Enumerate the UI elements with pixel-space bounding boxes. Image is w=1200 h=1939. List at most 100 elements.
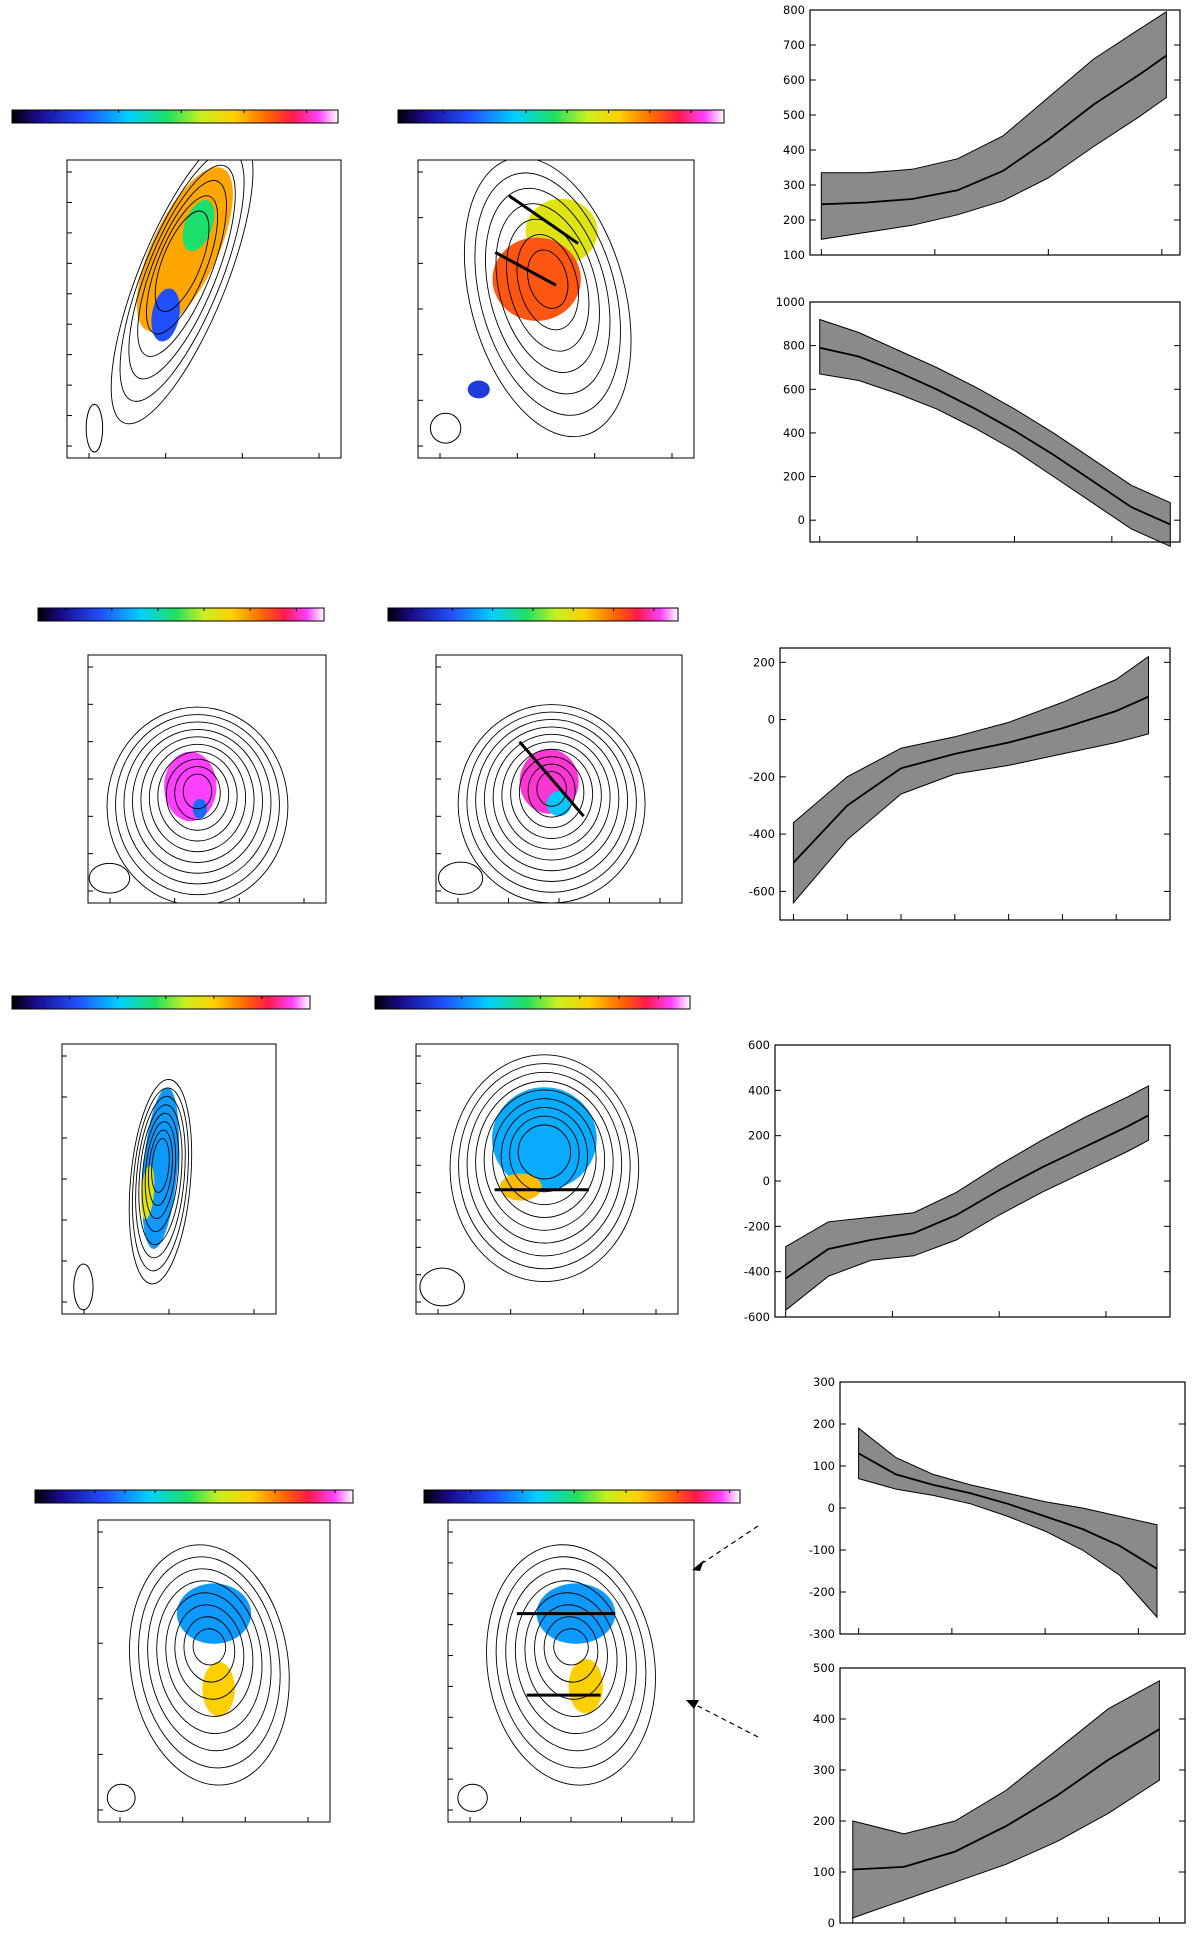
slice-link-arrow	[697, 1525, 759, 1567]
colorbar	[374, 995, 691, 1010]
intensity-contour	[516, 234, 579, 331]
y-tick-label: 0	[828, 1501, 835, 1515]
rm-color-region	[140, 1165, 155, 1220]
intensity-contour	[553, 1628, 589, 1666]
intensity-contour	[138, 1104, 183, 1246]
beam-ellipse	[106, 1783, 136, 1812]
colorbar	[34, 1489, 354, 1504]
intensity-contour	[151, 1138, 170, 1193]
rm-map-panel	[37, 607, 327, 904]
y-tick-label: 600	[748, 1038, 770, 1052]
intensity-contour	[157, 751, 238, 842]
y-tick-label: 800	[783, 339, 805, 353]
rm-profile-line	[821, 54, 1167, 206]
chart-frame	[779, 647, 1171, 921]
map-frame	[447, 1519, 695, 1823]
intensity-contour	[514, 1580, 628, 1735]
y-tick-label: 500	[783, 108, 805, 122]
intensity-contour	[495, 203, 600, 373]
chart-frame	[809, 301, 1181, 543]
intensity-contour	[165, 758, 230, 831]
y-tick-label: 700	[783, 38, 805, 52]
rm-profile-chart: 0 100 200 300 400 500	[813, 1661, 1186, 1930]
y-tick-label: -600	[749, 884, 775, 898]
chart-frame	[809, 9, 1181, 256]
intensity-contour	[174, 1604, 245, 1700]
intensity-contour	[536, 771, 567, 807]
intensity-contour	[506, 218, 590, 352]
intensity-contour	[115, 714, 280, 896]
beam-ellipse	[85, 403, 104, 453]
y-tick-label: -200	[744, 1219, 770, 1233]
intensity-contour	[106, 706, 289, 903]
rm-profile-chart: -600 -400 -200 0 200	[749, 647, 1171, 921]
rm-color-region	[176, 1583, 252, 1644]
y-tick-label: -200	[809, 1585, 835, 1599]
arrowhead-icon	[692, 1560, 704, 1571]
rm-color-region	[182, 199, 215, 252]
intensity-contour	[500, 1107, 589, 1206]
y-tick-label: 500	[813, 1661, 835, 1675]
intensity-contour	[144, 1121, 177, 1220]
intensity-contour	[517, 1124, 572, 1180]
y-tick-label: 100	[813, 1865, 835, 1879]
y-tick-label: 0	[763, 1174, 770, 1188]
intensity-contour	[486, 1544, 656, 1786]
intensity-contour	[483, 1089, 606, 1231]
intensity-contour	[128, 1079, 193, 1285]
beam-ellipse	[73, 1263, 94, 1311]
rm-map-panel	[374, 995, 691, 1315]
y-tick-label: -400	[744, 1265, 770, 1279]
map-area	[128, 1079, 193, 1285]
slice-link-arrow	[691, 1702, 759, 1738]
colorbar	[37, 607, 325, 622]
intensity-contour	[463, 160, 632, 438]
y-tick-label: 200	[783, 213, 805, 227]
rm-map-panel	[397, 109, 725, 459]
confidence-band	[852, 1679, 1160, 1919]
rm-profile-chart: 100 200 300 400 500 600 700 800	[783, 3, 1181, 262]
y-tick-label: 300	[813, 1375, 835, 1389]
beam-ellipse	[457, 1783, 488, 1812]
intensity-contour	[509, 1115, 580, 1193]
y-tick-label: -400	[749, 827, 775, 841]
intensity-contour	[146, 195, 219, 335]
intensity-contour	[458, 1063, 631, 1270]
map-area	[110, 160, 254, 425]
rm-profile-chart: 0 200 400 600 800 1000	[776, 295, 1181, 548]
intensity-contour	[492, 1098, 597, 1218]
colorbar	[423, 1489, 741, 1504]
confidence-band	[792, 655, 1149, 905]
intensity-contour	[510, 748, 594, 839]
intensity-contour	[495, 1556, 647, 1769]
rm-map-panel	[387, 607, 683, 904]
y-tick-label: 400	[813, 1712, 835, 1726]
slice-line	[494, 251, 557, 287]
y-tick-label: -200	[749, 770, 775, 784]
intensity-contour	[110, 160, 254, 425]
rm-color-region	[467, 380, 490, 399]
intensity-contour	[474, 172, 621, 416]
y-tick-label: 400	[783, 143, 805, 157]
colorbar	[11, 109, 339, 124]
intensity-contour	[148, 743, 247, 853]
y-tick-label: -300	[809, 1627, 835, 1641]
colorbar	[11, 995, 311, 1010]
rm-profile-line	[819, 346, 1171, 526]
confidence-band	[819, 318, 1171, 548]
y-tick-label: 200	[813, 1417, 835, 1431]
map-area	[486, 1544, 656, 1786]
intensity-contour	[527, 763, 576, 818]
rm-map-panel	[11, 109, 342, 459]
y-tick-label: 300	[813, 1763, 835, 1777]
y-tick-label: 800	[783, 3, 805, 17]
y-tick-label: 1000	[776, 295, 805, 309]
intensity-contour	[128, 164, 236, 380]
rm-profile-chart: -600 -400 -200 0 200 400 600	[744, 1038, 1171, 1324]
intensity-contour	[140, 736, 255, 863]
intensity-contour	[137, 180, 227, 357]
chart-frame	[774, 1044, 1171, 1318]
rm-color-region	[499, 1173, 542, 1201]
y-tick-label: 0	[768, 713, 775, 727]
